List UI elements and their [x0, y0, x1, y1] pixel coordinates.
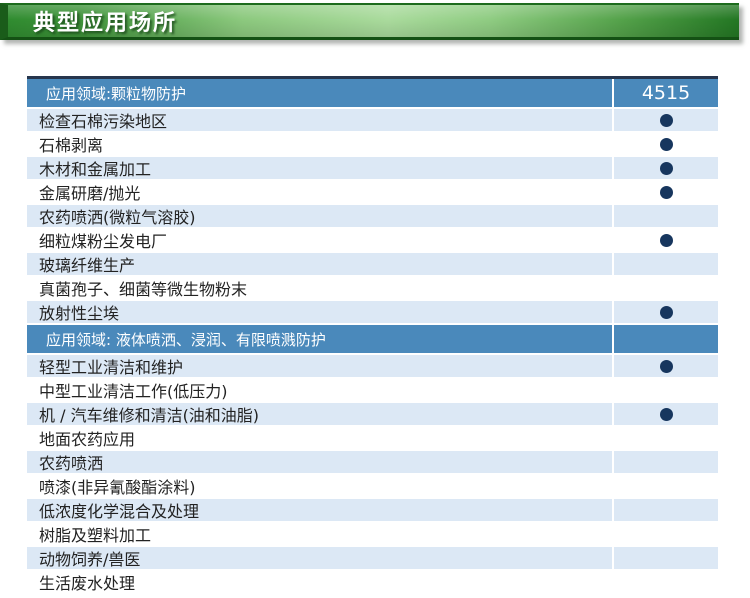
- applicability-cell: [612, 571, 718, 593]
- application-label: 动物饲养/兽医: [39, 550, 141, 569]
- applicability-cell: [612, 277, 718, 299]
- applicability-dot-icon: [659, 305, 673, 319]
- table-row: 真菌孢子、细菌等微生物粉末: [27, 277, 718, 301]
- applicability-cell: [612, 475, 718, 497]
- application-label: 中型工业清洁工作(低压力): [39, 382, 228, 401]
- table-row: 树脂及塑料加工: [27, 523, 718, 547]
- application-label: 农药喷洒(微粒气溶胶): [39, 208, 196, 227]
- section-header-label: 应用领域:颗粒物防护: [46, 84, 187, 103]
- section-header-row: 应用领域:颗粒物防护 4515: [27, 79, 718, 109]
- applicability-cell: [612, 547, 718, 569]
- application-label: 生活废水处理: [39, 574, 136, 593]
- application-label: 石棉剥离: [39, 136, 104, 155]
- applicability-dot-icon: [659, 185, 673, 199]
- table-row: 农药喷洒(微粒气溶胶): [27, 205, 718, 229]
- applicability-cell: [612, 133, 718, 155]
- applicability-dot-icon: [659, 161, 673, 175]
- applicability-cell: [612, 499, 718, 521]
- section-header-row: 应用领域: 液体喷洒、浸润、有限喷溅防护: [27, 325, 718, 355]
- application-label: 地面农药应用: [39, 430, 136, 449]
- applicability-dot-icon: [659, 113, 673, 127]
- applicability-cell: [612, 451, 718, 473]
- applicability-cell: [612, 355, 718, 377]
- applicability-cell: [612, 523, 718, 545]
- table-row: 玻璃纤维生产: [27, 253, 718, 277]
- application-label: 检查石棉污染地区: [39, 112, 168, 131]
- application-label: 真菌孢子、细菌等微生物粉末: [39, 280, 248, 299]
- application-label: 木材和金属加工: [39, 160, 152, 179]
- table-row: 低浓度化学混合及处理: [27, 499, 718, 523]
- applicability-cell: [612, 181, 718, 203]
- table-row: 机 / 汽车维修和清洁(油和油脂): [27, 403, 718, 427]
- table-row: 地面农药应用: [27, 427, 718, 451]
- applicability-cell: [612, 379, 718, 401]
- application-label: 金属研磨/抛光: [39, 184, 141, 203]
- table-row: 生活废水处理: [27, 571, 718, 595]
- application-label: 农药喷洒: [39, 454, 104, 473]
- table-row: 放射性尘埃: [27, 301, 718, 325]
- applicability-cell: [612, 229, 718, 251]
- applicability-dot-icon: [659, 233, 673, 247]
- applicability-dot-icon: [659, 407, 673, 421]
- applicability-dot-icon: [659, 359, 673, 373]
- table-row: 检查石棉污染地区: [27, 109, 718, 133]
- applicability-cell: [612, 403, 718, 425]
- section-header-label: 应用领域: 液体喷洒、浸润、有限喷溅防护: [46, 330, 326, 349]
- product-model-cell: 4515: [612, 79, 718, 107]
- table-row: 木材和金属加工: [27, 157, 718, 181]
- application-label: 放射性尘埃: [39, 304, 120, 323]
- application-table: 应用领域:颗粒物防护 4515 检查石棉污染地区 石棉剥离木材和金属加工 金属研磨/抛光…: [27, 76, 718, 595]
- application-label: 轻型工业清洁和维护: [39, 358, 184, 377]
- application-label: 树脂及塑料加工: [39, 526, 152, 545]
- applicability-dot-icon: [659, 137, 673, 151]
- applicability-cell: [612, 109, 718, 131]
- page-title: 典型应用场所: [33, 11, 178, 36]
- application-label: 机 / 汽车维修和清洁(油和油脂): [39, 406, 260, 425]
- table-row: 中型工业清洁工作(低压力): [27, 379, 718, 403]
- application-label: 细粒煤粉尘发电厂: [39, 232, 168, 251]
- table-row: 金属研磨/抛光: [27, 181, 718, 205]
- application-label: 玻璃纤维生产: [39, 256, 136, 275]
- applicability-cell: [612, 205, 718, 227]
- product-model: 4515: [641, 82, 691, 104]
- table-row: 喷漆(非异氰酸酯涂料): [27, 475, 718, 499]
- applicability-cell: [612, 157, 718, 179]
- applicability-cell: [612, 301, 718, 323]
- application-label: 喷漆(非异氰酸酯涂料): [39, 478, 196, 497]
- table-row: 石棉剥离: [27, 133, 718, 157]
- section-title-banner: 典型应用场所: [0, 3, 739, 40]
- application-label: 低浓度化学混合及处理: [39, 502, 200, 521]
- applicability-cell: [612, 427, 718, 449]
- table-row: 动物饲养/兽医: [27, 547, 718, 571]
- section-header-mark-cell: [612, 325, 718, 353]
- table-row: 农药喷洒: [27, 451, 718, 475]
- table-row: 轻型工业清洁和维护: [27, 355, 718, 379]
- table-row: 细粒煤粉尘发电厂: [27, 229, 718, 253]
- applicability-cell: [612, 253, 718, 275]
